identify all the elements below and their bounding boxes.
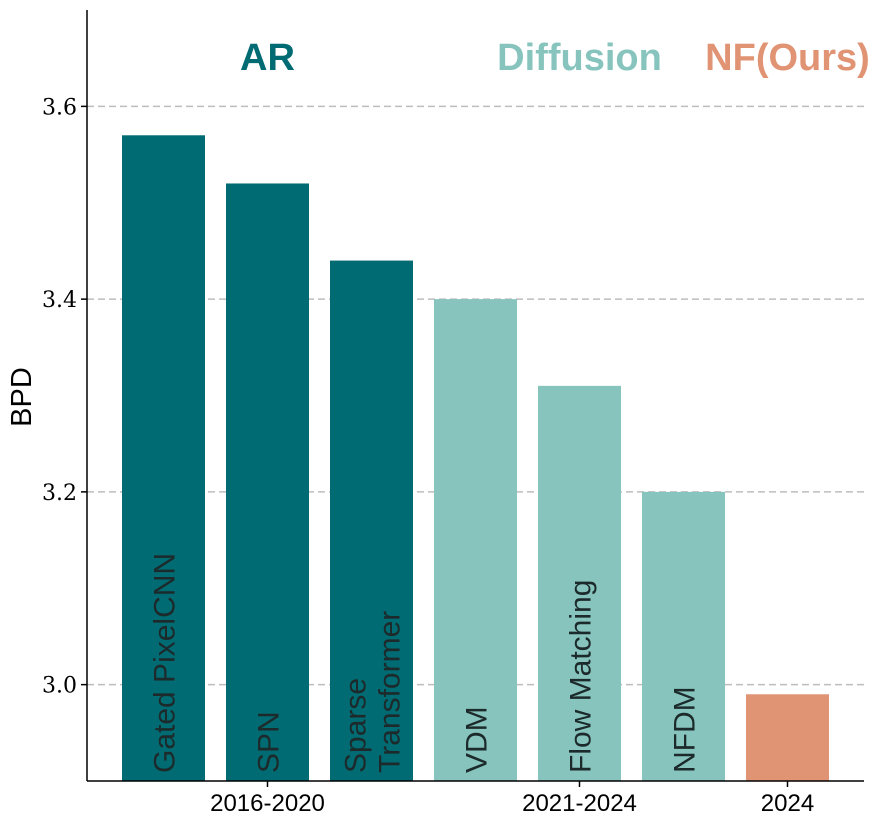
bar [746,694,829,781]
y-axis-title: BPD [6,367,38,427]
group-title: AR [240,37,295,79]
bar [122,135,205,782]
bar-label: SPN [253,711,286,773]
bar-label: Transformer [374,611,407,773]
bar-labels: Gated PixelCNN SPN Sparse Transformer VDM Flo… [149,553,702,773]
y-tick-label: 3.4 [42,288,77,313]
group-titles: AR Diffusion NF(Ours) [240,37,870,79]
group-title: NF(Ours) [705,37,870,79]
bars [122,135,829,782]
y-tick-label: 3.0 [42,674,77,699]
bar [330,260,413,781]
y-ticks: 3.0 3.2 3.4 3.6 [42,95,87,699]
bar-label: Flow Matching [565,580,598,773]
bar-label: Sparse [340,678,373,773]
x-tick-label: 2016-2020 [210,790,325,817]
x-tick-label: 2021-2024 [522,790,637,817]
bar [434,299,517,781]
bar-label: Gated PixelCNN [149,553,182,773]
x-category-ticks: 2016-2020 2021-2024 2024 [210,781,814,817]
bar [538,385,621,781]
bar [642,491,725,781]
axes [86,10,864,782]
group-title: Diffusion [497,37,662,79]
bar-label: VDM [461,706,494,773]
bar-label: NFDM [669,686,702,773]
x-tick-label: 2024 [761,790,814,817]
bar [226,183,309,782]
y-tick-label: 3.2 [42,481,77,506]
y-tick-label: 3.6 [42,95,77,120]
